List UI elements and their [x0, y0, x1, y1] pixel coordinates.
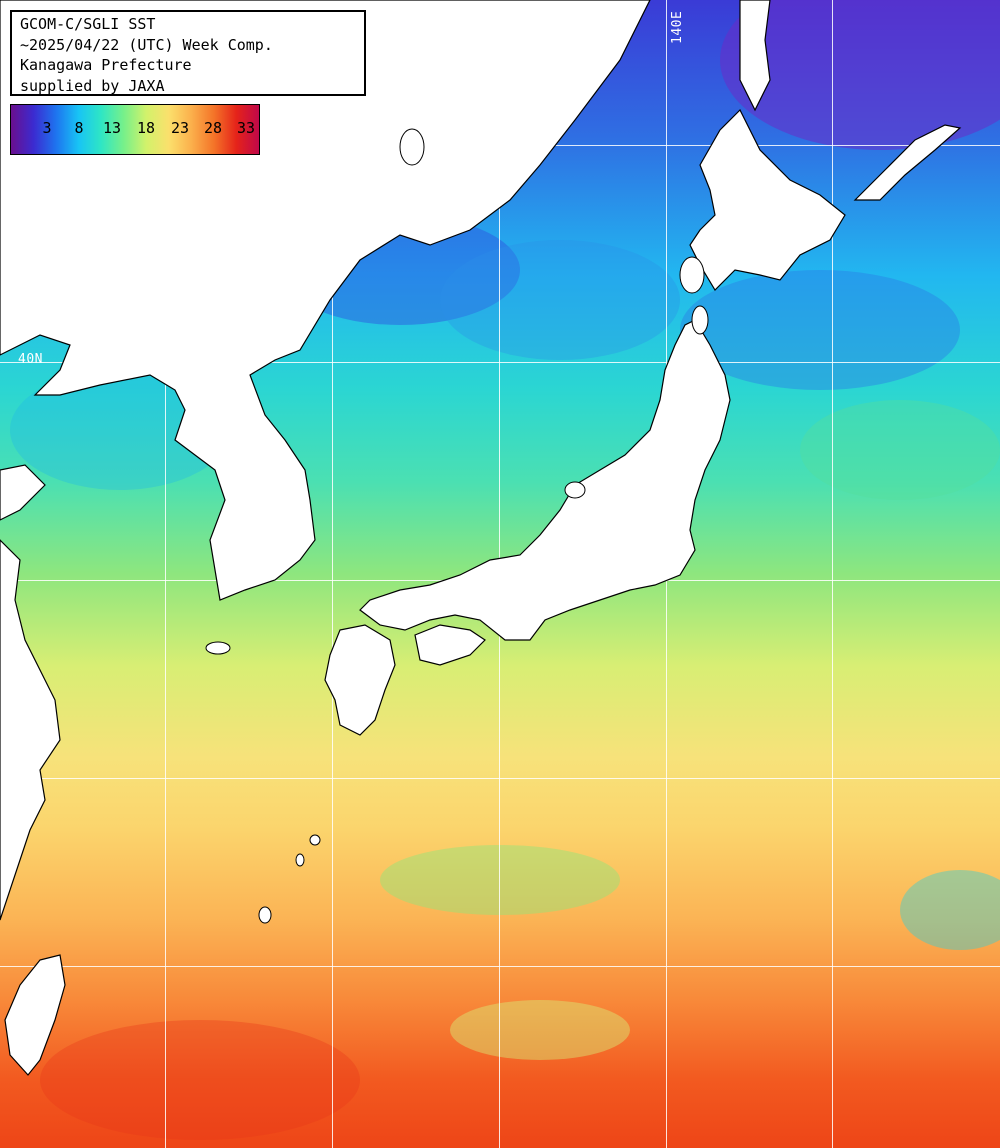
latitude-label: 40N	[18, 352, 43, 367]
colorbar-tick: 18	[136, 119, 156, 137]
colorbar-tick: 8	[74, 119, 84, 137]
jeju-island	[205, 641, 231, 655]
meridian-line	[165, 0, 166, 1148]
temperature-colorbar: 3 8 13 18 23 28 33	[10, 104, 260, 155]
parallel-line	[0, 362, 1000, 363]
product-title: GCOM-C/SGLI SST	[20, 15, 156, 33]
colorbar-tick: 23	[170, 119, 190, 137]
sado-island	[564, 481, 586, 499]
china-coast	[0, 464, 61, 921]
credit-label: supplied by JAXA	[20, 76, 165, 95]
islet	[679, 256, 705, 294]
islet	[295, 853, 305, 867]
colorbar-tick: 33	[236, 119, 256, 137]
parallel-line	[0, 966, 1000, 967]
longitude-label: 140E	[670, 10, 685, 44]
parallel-line	[0, 778, 1000, 779]
colorbar-tick: 3	[42, 119, 52, 137]
map-info-box: GCOM-C/SGLI SST ~2025/04/22 (UTC) Week C…	[10, 10, 366, 96]
region-label: Kanagawa Prefecture	[20, 56, 192, 74]
islet	[309, 834, 321, 846]
shikoku	[414, 624, 486, 666]
meridian-line	[832, 0, 833, 1148]
taiwan	[4, 954, 66, 1076]
honshu	[359, 319, 731, 641]
date-label: ~2025/04/22 (UTC) Week Comp.	[20, 35, 273, 54]
islet	[258, 906, 272, 924]
colorbar-tick: 28	[203, 119, 223, 137]
hokkaido	[689, 108, 846, 291]
islet	[399, 128, 425, 166]
kuril-islands	[853, 124, 962, 201]
kyushu	[324, 624, 396, 736]
colorbar-tick: 13	[102, 119, 122, 137]
meridian-line	[332, 0, 333, 1148]
islet	[691, 305, 709, 335]
sakhalin-tip	[739, 0, 771, 112]
